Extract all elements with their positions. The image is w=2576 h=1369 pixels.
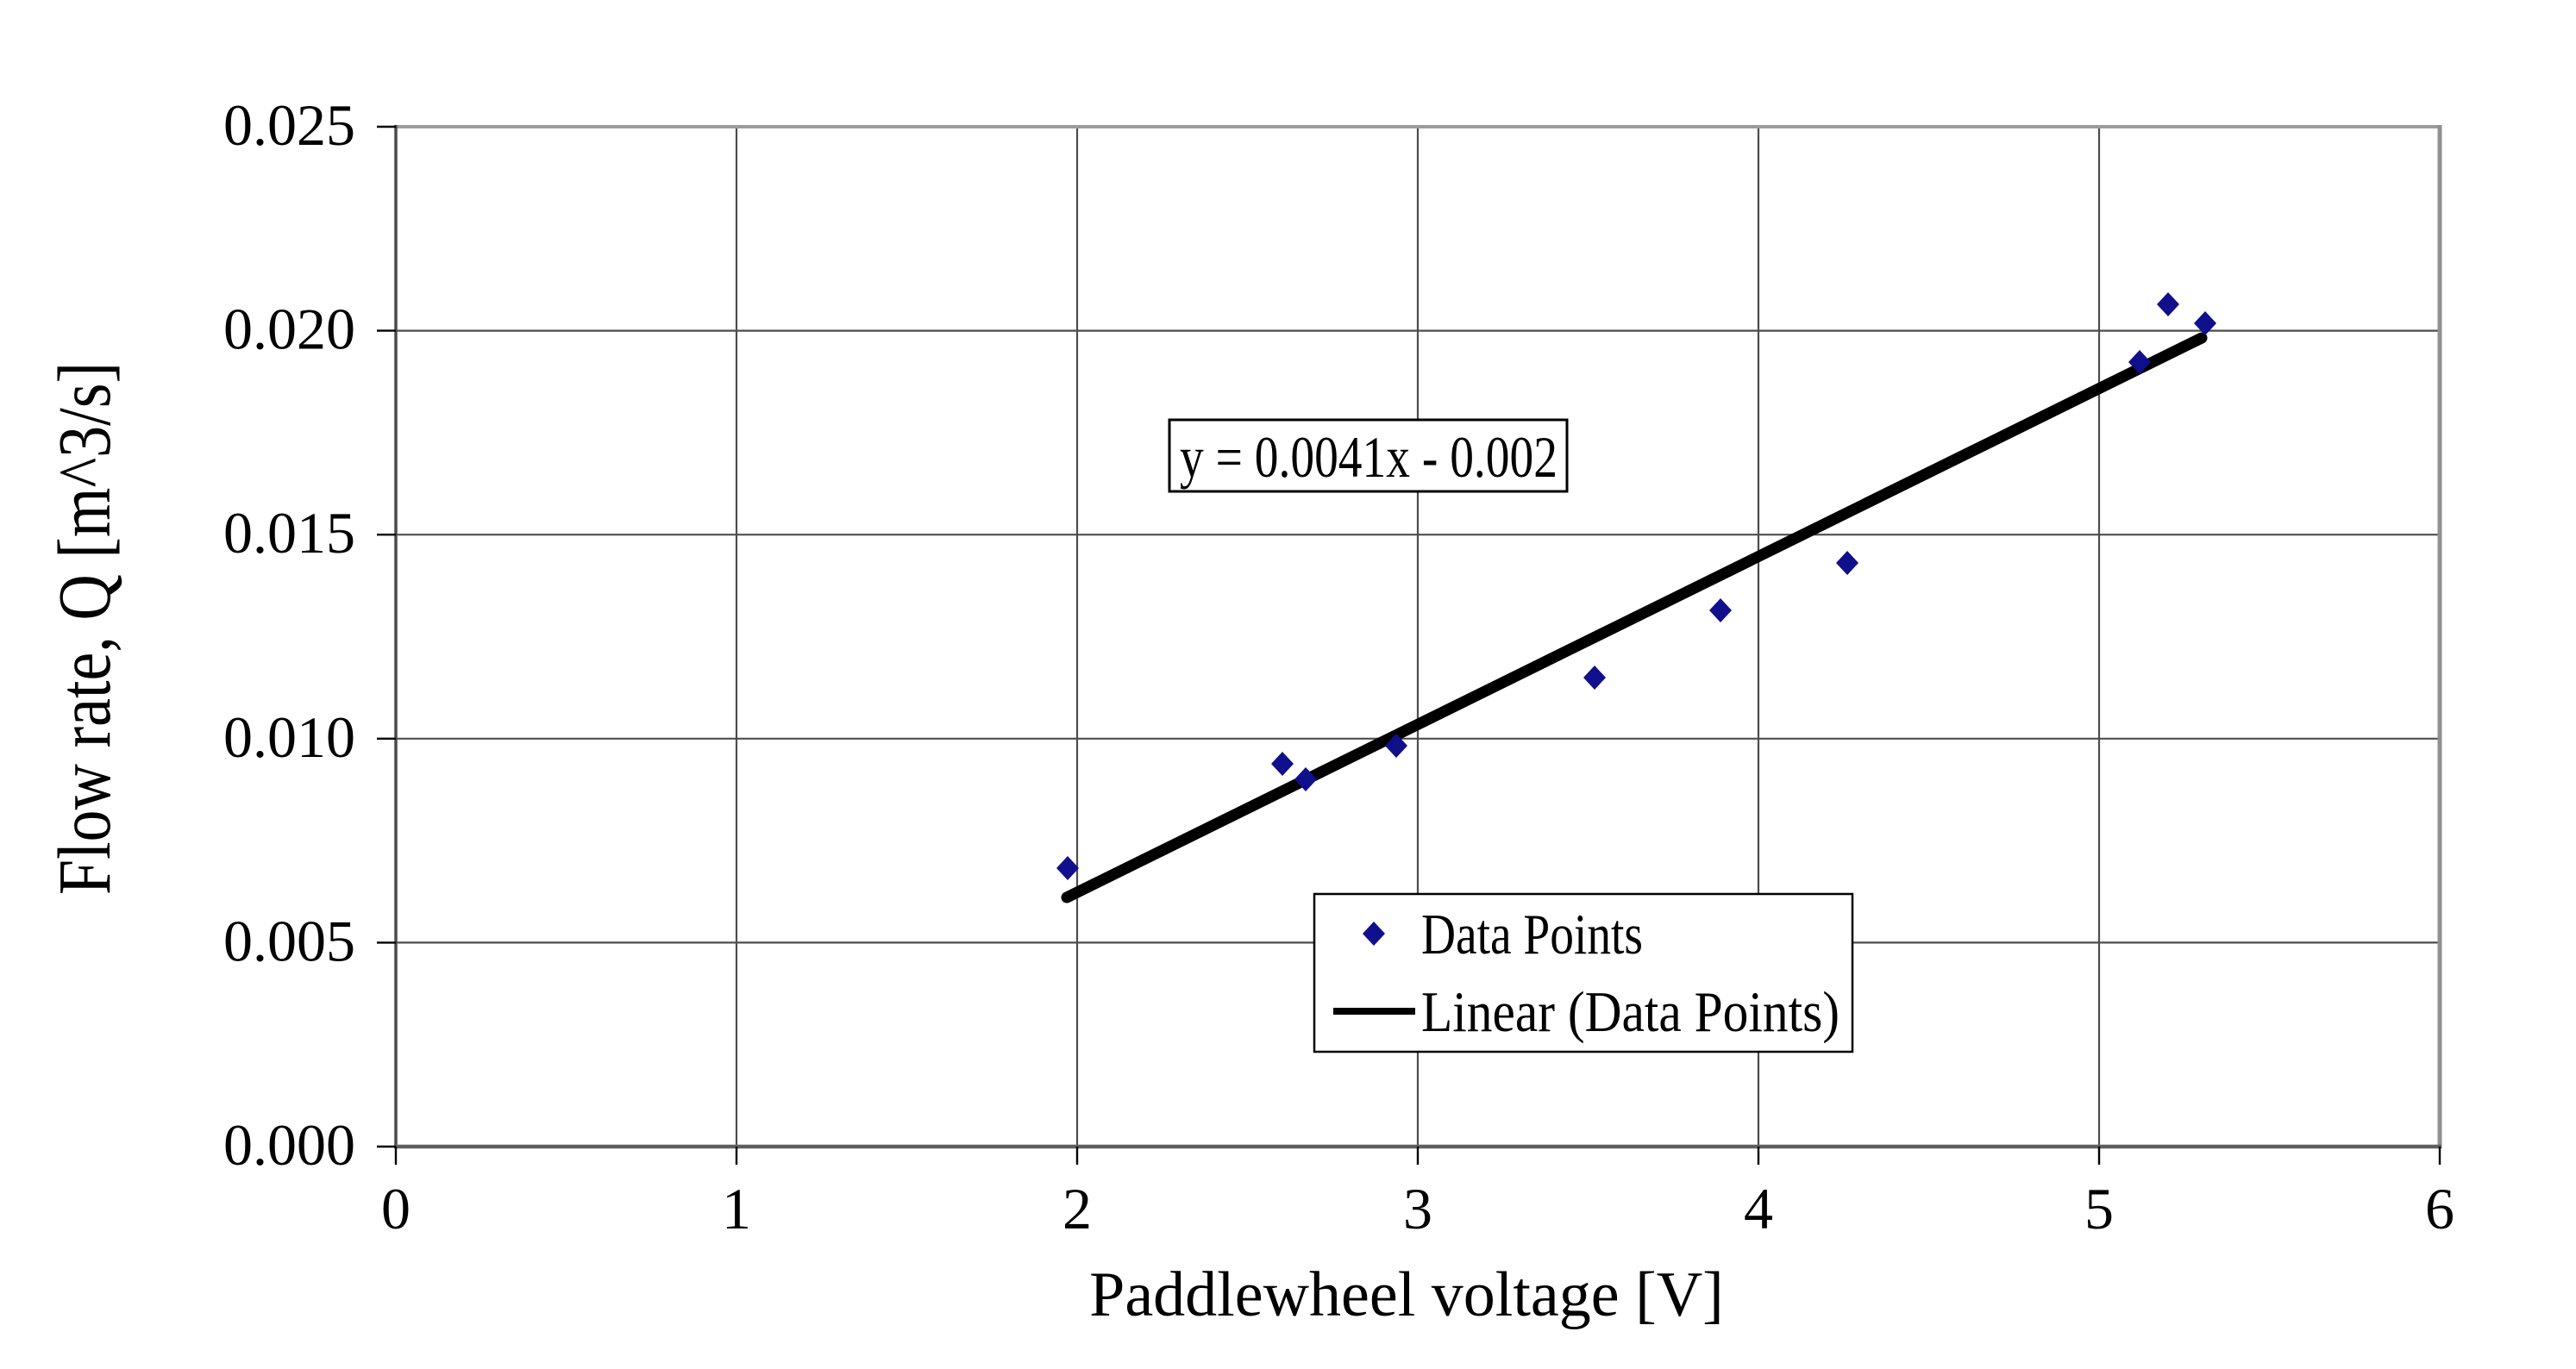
svg-text:0.015: 0.015	[223, 500, 355, 566]
svg-text:Flow rate, Q [m^3/s]: Flow rate, Q [m^3/s]	[42, 362, 126, 895]
svg-text:0.005: 0.005	[223, 908, 355, 973]
svg-text:Linear (Data Points): Linear (Data Points)	[1421, 980, 1840, 1044]
svg-text:1: 1	[722, 1176, 751, 1241]
svg-text:0: 0	[381, 1176, 411, 1241]
svg-text:Data Points: Data Points	[1421, 903, 1643, 966]
svg-text:0.010: 0.010	[223, 704, 355, 770]
svg-text:6: 6	[2425, 1176, 2454, 1241]
svg-text:y = 0.0041x - 0.002: y = 0.0041x - 0.002	[1180, 424, 1558, 490]
svg-text:0.025: 0.025	[223, 92, 355, 158]
svg-text:3: 3	[1403, 1176, 1432, 1241]
svg-text:4: 4	[1744, 1176, 1773, 1241]
svg-text:Paddlewheel voltage [V]: Paddlewheel voltage [V]	[1089, 1260, 1724, 1330]
svg-text:0.000: 0.000	[223, 1112, 355, 1178]
svg-text:5: 5	[2084, 1176, 2114, 1241]
svg-text:2: 2	[1062, 1176, 1092, 1241]
svg-text:0.020: 0.020	[223, 297, 355, 362]
